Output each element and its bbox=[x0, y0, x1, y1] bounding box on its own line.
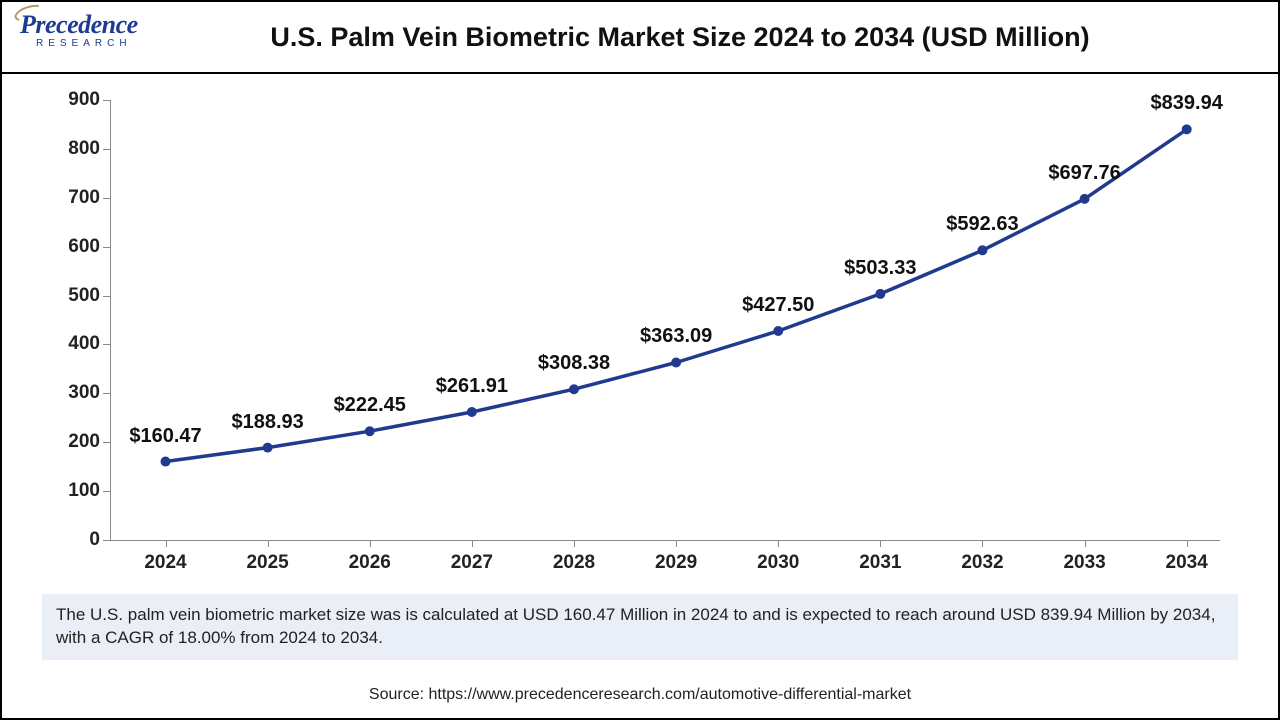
x-tick-mark bbox=[472, 540, 473, 547]
x-tick-label: 2030 bbox=[757, 552, 799, 574]
y-tick-label: 500 bbox=[42, 285, 100, 307]
x-tick-mark bbox=[982, 540, 983, 547]
data-marker bbox=[161, 457, 171, 467]
x-tick-label: 2033 bbox=[1063, 552, 1105, 574]
y-tick-mark bbox=[103, 149, 110, 150]
data-label: $188.93 bbox=[231, 411, 303, 434]
x-tick-label: 2024 bbox=[144, 552, 186, 574]
data-marker bbox=[467, 407, 477, 417]
header-row: Precedence RESEARCH U.S. Palm Vein Biome… bbox=[2, 2, 1278, 74]
data-label: $261.91 bbox=[436, 375, 508, 398]
x-tick-label: 2029 bbox=[655, 552, 697, 574]
x-tick-mark bbox=[268, 540, 269, 547]
data-marker bbox=[671, 357, 681, 367]
data-marker bbox=[1080, 194, 1090, 204]
data-marker bbox=[977, 245, 987, 255]
y-tick-label: 0 bbox=[42, 529, 100, 551]
chart-frame: Precedence RESEARCH U.S. Palm Vein Biome… bbox=[0, 0, 1280, 720]
data-label: $839.94 bbox=[1151, 92, 1223, 115]
data-marker bbox=[263, 443, 273, 453]
x-tick-mark bbox=[574, 540, 575, 547]
x-tick-label: 2025 bbox=[246, 552, 288, 574]
y-tick-mark bbox=[103, 100, 110, 101]
y-tick-label: 800 bbox=[42, 138, 100, 160]
y-tick-mark bbox=[103, 442, 110, 443]
y-tick-mark bbox=[103, 296, 110, 297]
x-tick-mark bbox=[778, 540, 779, 547]
data-marker bbox=[365, 426, 375, 436]
x-tick-mark bbox=[166, 540, 167, 547]
y-tick-mark bbox=[103, 247, 110, 248]
y-tick-label: 600 bbox=[42, 236, 100, 258]
x-tick-label: 2032 bbox=[961, 552, 1003, 574]
y-tick-mark bbox=[103, 393, 110, 394]
y-tick-label: 200 bbox=[42, 431, 100, 453]
x-tick-mark bbox=[1085, 540, 1086, 547]
y-tick-label: 700 bbox=[42, 187, 100, 209]
y-axis bbox=[110, 100, 111, 540]
y-tick-mark bbox=[103, 198, 110, 199]
x-tick-label: 2027 bbox=[451, 552, 493, 574]
logo-brand: Precedence bbox=[20, 10, 138, 40]
data-marker bbox=[1182, 124, 1192, 134]
data-line bbox=[166, 129, 1187, 461]
x-axis bbox=[110, 540, 1220, 541]
caption-box: The U.S. palm vein biometric market size… bbox=[42, 594, 1238, 660]
y-tick-label: 300 bbox=[42, 382, 100, 404]
x-tick-mark bbox=[880, 540, 881, 547]
chart-area: 0 100 200 300 400 500 600 700 800 900 2024 2025 2026… bbox=[42, 90, 1242, 580]
data-marker bbox=[875, 289, 885, 299]
data-label: $160.47 bbox=[129, 425, 201, 448]
chart-title: U.S. Palm Vein Biometric Market Size 202… bbox=[150, 22, 1129, 53]
x-tick-mark bbox=[676, 540, 677, 547]
data-label: $503.33 bbox=[844, 257, 916, 280]
x-tick-mark bbox=[1187, 540, 1188, 547]
x-tick-label: 2031 bbox=[859, 552, 901, 574]
x-tick-label: 2028 bbox=[553, 552, 595, 574]
data-label: $427.50 bbox=[742, 294, 814, 317]
data-label: $592.63 bbox=[946, 213, 1018, 236]
y-tick-mark bbox=[103, 540, 110, 541]
source-text: Source: https://www.precedenceresearch.c… bbox=[2, 686, 1278, 704]
x-tick-label: 2034 bbox=[1166, 552, 1208, 574]
x-tick-mark bbox=[370, 540, 371, 547]
data-label: $697.76 bbox=[1048, 162, 1120, 185]
y-tick-label: 400 bbox=[42, 333, 100, 355]
data-label: $363.09 bbox=[640, 325, 712, 348]
y-tick-label: 900 bbox=[42, 89, 100, 111]
data-marker bbox=[773, 326, 783, 336]
x-tick-label: 2026 bbox=[349, 552, 391, 574]
y-tick-mark bbox=[103, 344, 110, 345]
data-label: $222.45 bbox=[334, 394, 406, 417]
data-label: $308.38 bbox=[538, 352, 610, 375]
y-tick-mark bbox=[103, 491, 110, 492]
y-tick-label: 100 bbox=[42, 480, 100, 502]
data-marker bbox=[569, 384, 579, 394]
logo: Precedence RESEARCH bbox=[20, 10, 138, 49]
